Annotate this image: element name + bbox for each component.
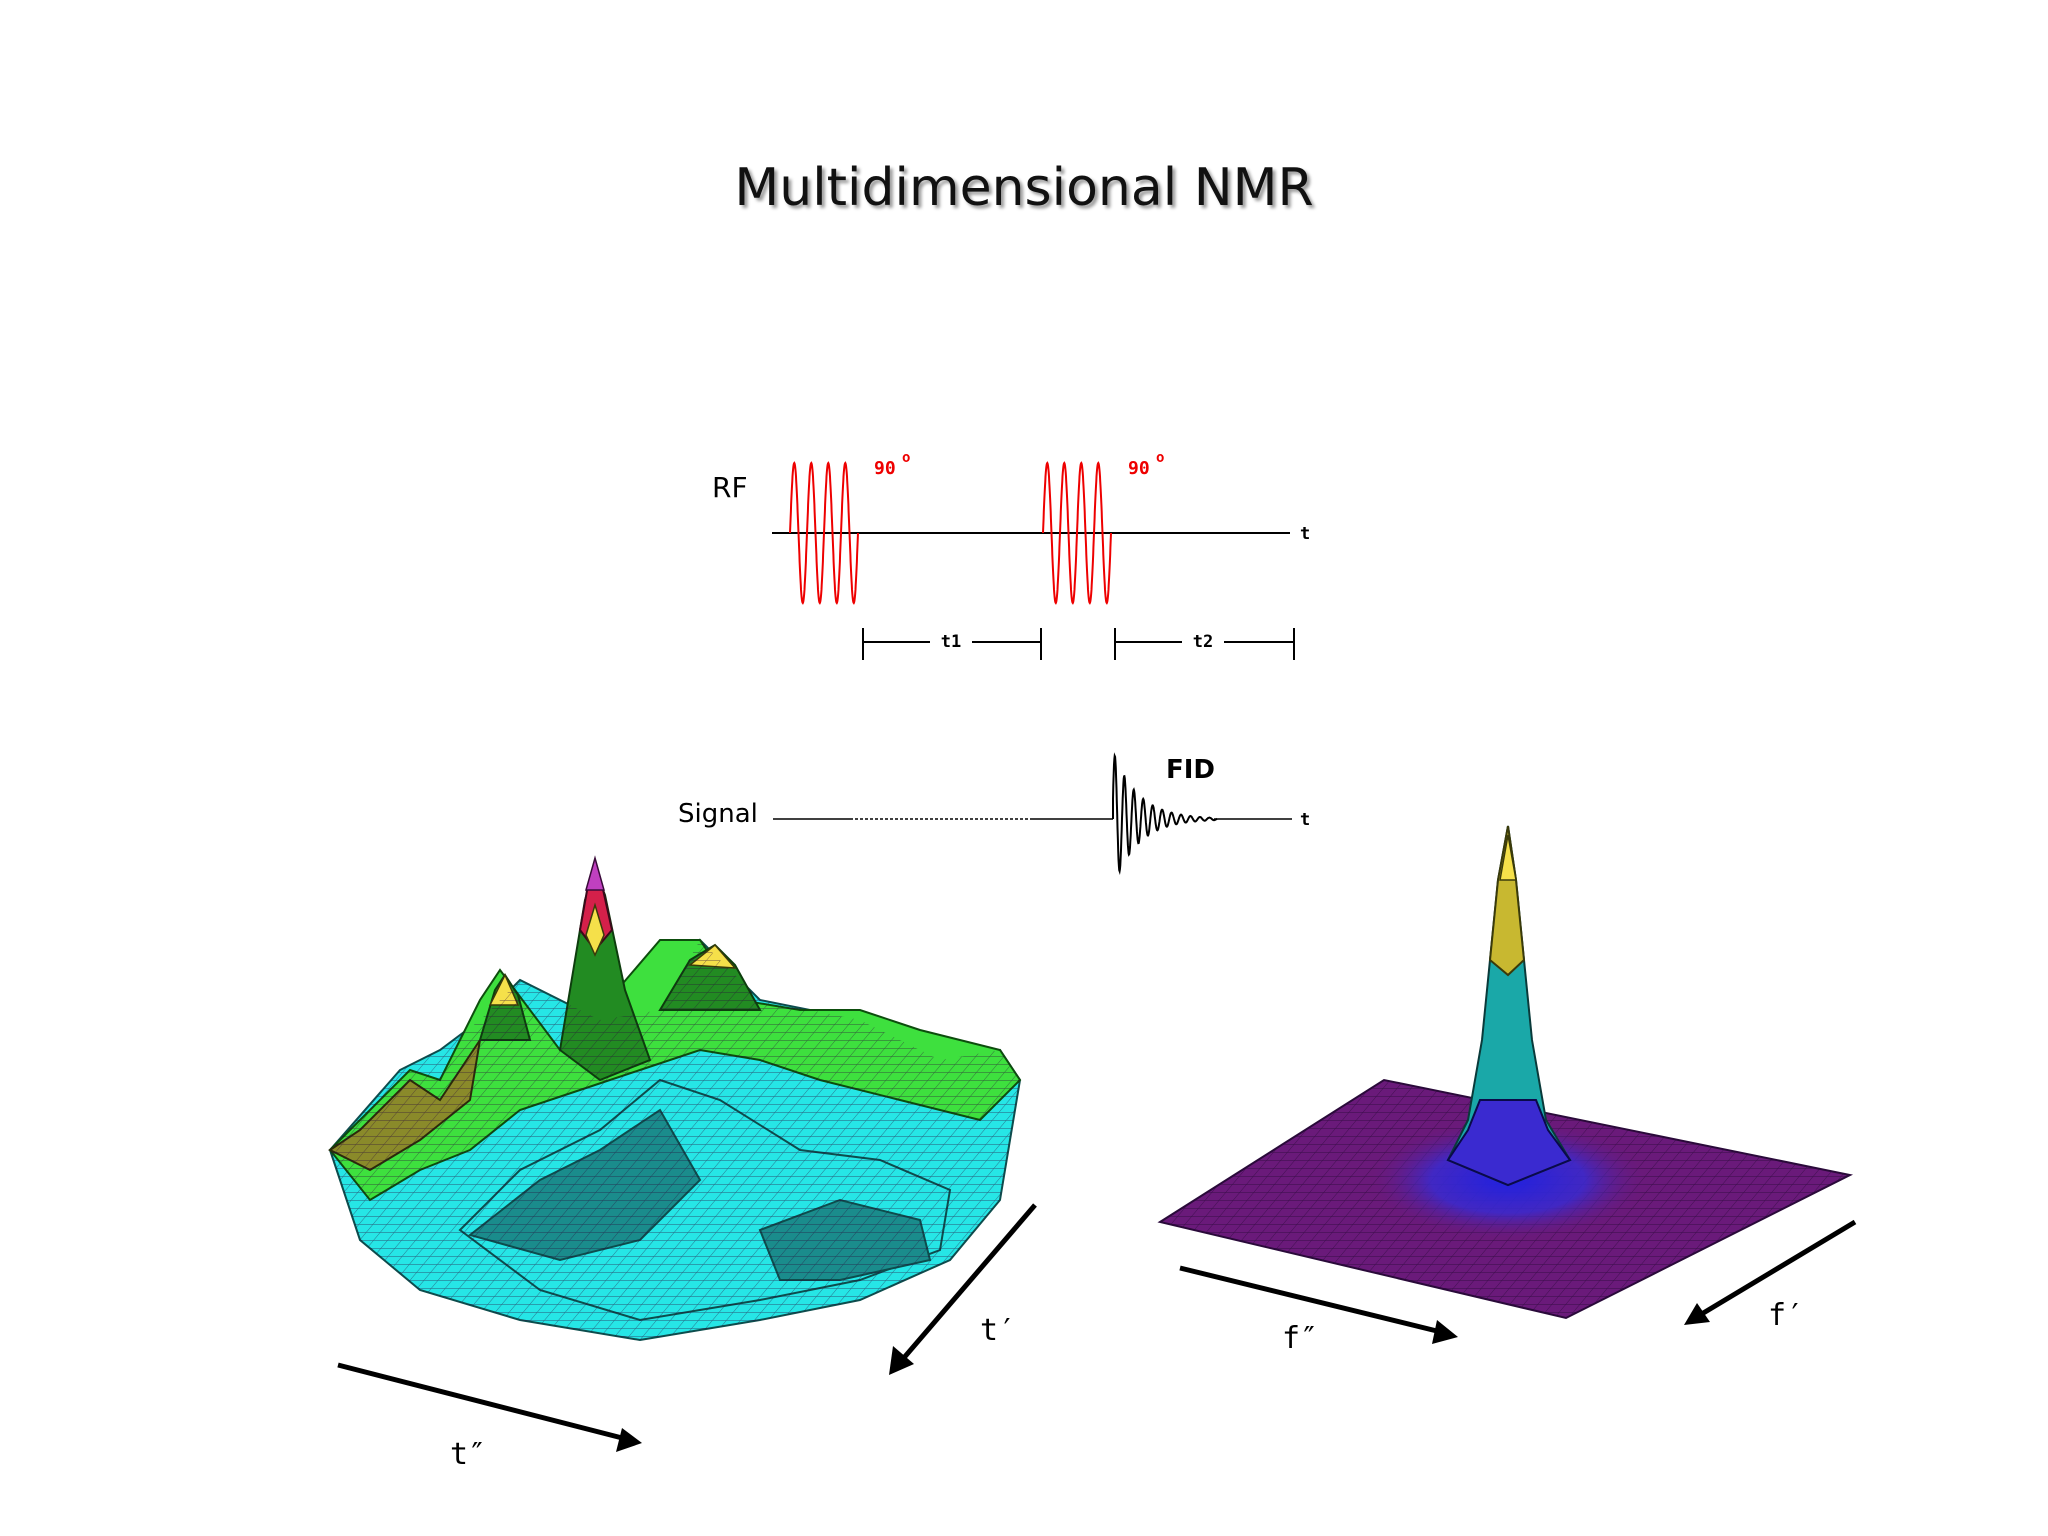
time-surface-mesh (330, 940, 1020, 1340)
rf-label: RF (712, 471, 748, 504)
t-double-prime-arrow (337, 1362, 631, 1443)
signal-time-axis-label: t (1300, 810, 1310, 830)
t-prime-arrow (894, 1203, 1037, 1369)
t2-interval-bracket (1114, 628, 1295, 660)
f-double-prime-label: f″ (1282, 1321, 1318, 1356)
pulse-sequence: RF t 90 o 90 o t1 t2 Signal (678, 450, 1310, 875)
f-prime-arrow (1693, 1219, 1857, 1321)
fid-signal (1112, 752, 1218, 875)
pulse-1-angle: 90 (874, 458, 896, 479)
f-double-prime-arrow (1179, 1265, 1446, 1336)
slide-title: Multidimensional NMR (734, 158, 1314, 218)
f-prime-label: f′ (1768, 1298, 1804, 1333)
rf-time-axis-label: t (1300, 524, 1310, 544)
time-domain-surface: t′ t″ (328, 855, 1037, 1472)
t-double-prime-label: t″ (450, 1437, 486, 1472)
pulse-1-degree: o (902, 450, 910, 466)
rf-pulse-2 (1042, 461, 1112, 605)
rf-pulse-1 (789, 461, 859, 605)
t-prime-label: t′ (980, 1313, 1016, 1348)
pulse-2-degree: o (1156, 450, 1164, 466)
pulse-2-angle: 90 (1128, 458, 1150, 479)
fid-label: FID (1166, 755, 1215, 785)
frequency-domain-surface: f′ f″ (1157, 825, 1857, 1356)
t2-label: t2 (1193, 632, 1213, 652)
signal-label: Signal (678, 799, 758, 829)
t1-interval-bracket (862, 628, 1042, 660)
t1-label: t1 (941, 632, 961, 652)
